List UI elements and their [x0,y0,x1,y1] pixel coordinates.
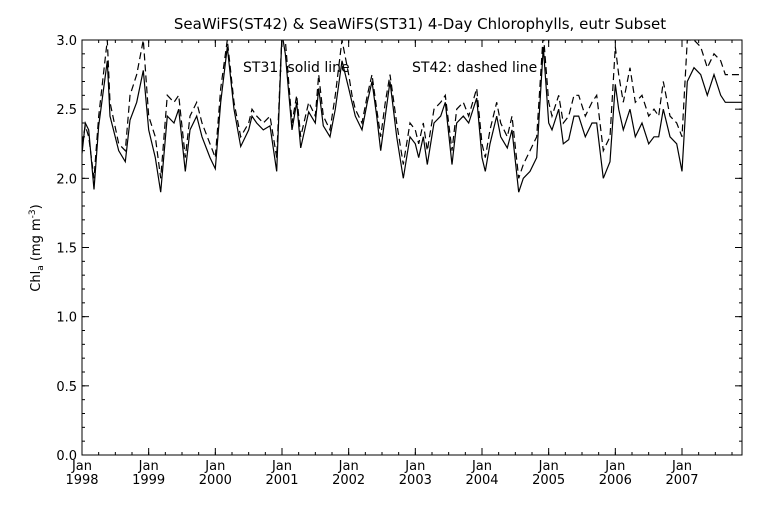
y-tick-label: 1.5 [56,242,77,257]
x-tick-year: 2006 [599,473,632,488]
x-tick-year: 1999 [132,473,165,488]
x-tick-year: 2000 [199,473,232,488]
y-axis-label: Chla (mg m-3) [28,204,46,291]
x-tick-month: Jan [138,459,159,474]
x-tick-month: Jan [404,459,425,474]
x-tick-year: 2003 [399,473,432,488]
legend-dashed-note: ST42: dashed line [412,60,537,76]
series-line-st42 [82,40,742,179]
y-tick-label: 0.0 [56,449,77,464]
y-tick-label: 1.0 [56,311,77,326]
x-tick-year: 2002 [332,473,365,488]
x-tick-year: 2004 [465,473,498,488]
y-tick-label: 3.0 [56,34,77,49]
x-tick-month: Jan [71,459,92,474]
x-tick-month: Jan [271,459,292,474]
x-tick-year: 1998 [65,473,98,488]
x-tick-year: 2007 [665,473,698,488]
y-label-unit-open: (mg m [29,218,44,265]
chart-title: SeaWiFS(ST42) & SeaWiFS(ST31) 4-Day Chlo… [174,15,666,33]
x-tick-month: Jan [204,459,225,474]
x-axis: Jan1998Jan1999Jan2000Jan2001Jan2002Jan20… [65,40,733,488]
x-tick-year: 2005 [532,473,565,488]
series-line-st31 [82,40,742,193]
series-layer [82,40,742,193]
legend-solid-note: ST31: solid line [243,60,350,76]
y-tick-label: 2.0 [56,172,77,187]
x-tick-year: 2001 [265,473,298,488]
y-label-sub: a [36,265,46,271]
y-tick-label: 0.5 [56,380,77,395]
x-tick-month: Jan [338,459,359,474]
x-tick-month: Jan [671,459,692,474]
y-label-unit-sup: -3 [28,209,38,218]
y-label-main: Chl [29,271,44,292]
y-label-unit-close: ) [29,204,44,209]
plot-frame [81,39,743,456]
x-tick-month: Jan [471,459,492,474]
y-tick-label: 2.5 [56,103,77,118]
x-tick-month: Jan [538,459,559,474]
y-axis: 0.0 0.5 1.0 1.5 2.0 2.5 3.0 [56,34,742,464]
x-tick-month: Jan [604,459,625,474]
